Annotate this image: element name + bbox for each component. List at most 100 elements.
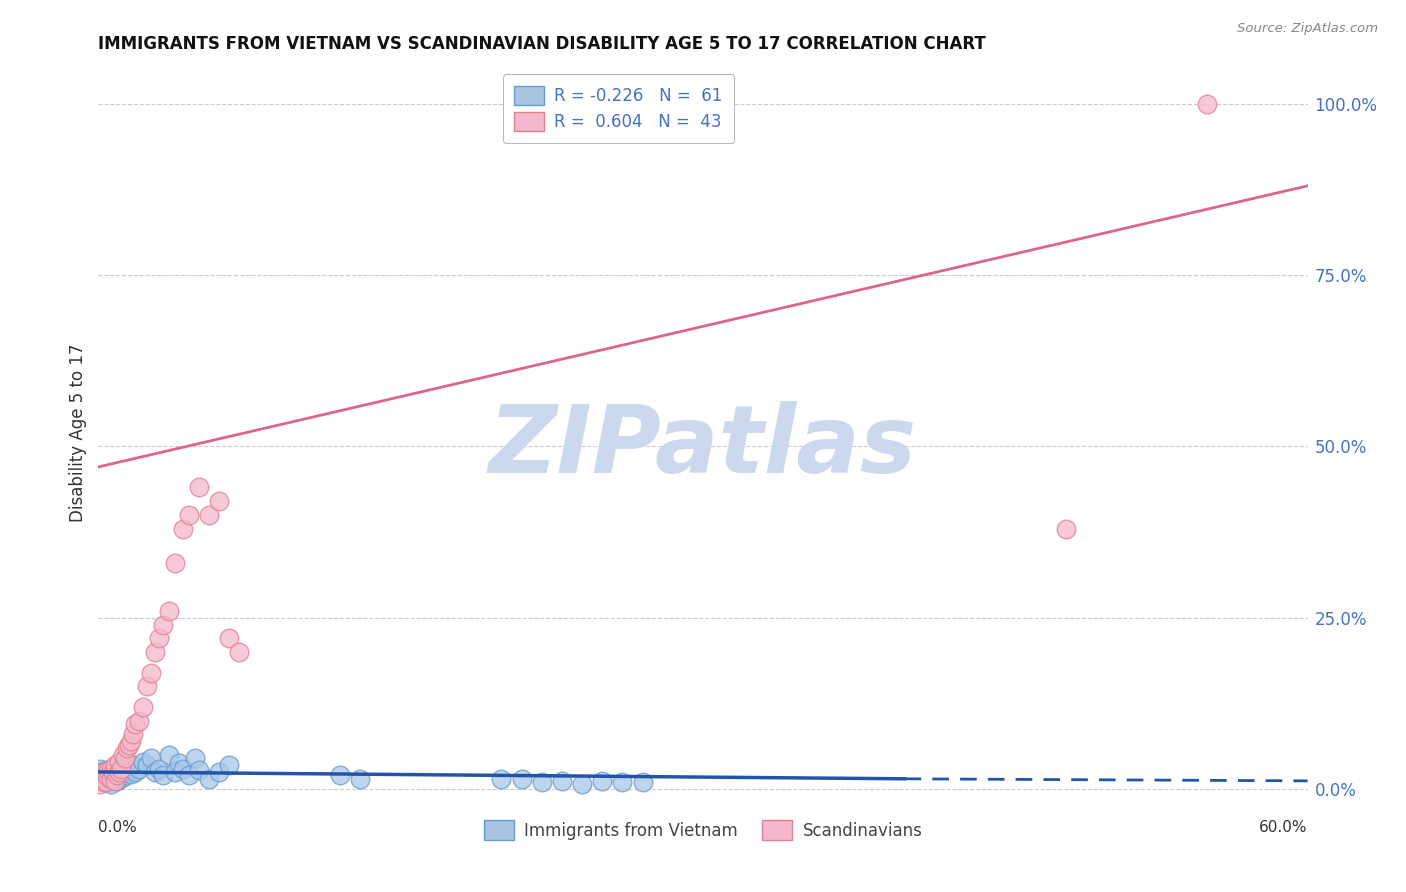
Point <box>118 763 141 777</box>
Point <box>121 758 143 772</box>
Point <box>89 762 111 776</box>
Point <box>111 747 134 762</box>
Point <box>96 767 118 781</box>
Point <box>114 751 136 765</box>
Text: 0.0%: 0.0% <box>98 820 138 835</box>
Point <box>89 776 111 790</box>
Point <box>128 762 150 776</box>
Point <box>105 773 128 788</box>
Point <box>97 763 120 777</box>
Point <box>97 770 120 784</box>
Point <box>139 751 162 765</box>
Point <box>157 747 180 762</box>
Point <box>110 762 132 776</box>
Point <box>179 768 201 782</box>
Point <box>103 770 125 784</box>
Point <box>124 764 146 779</box>
Text: IMMIGRANTS FROM VIETNAM VS SCANDINAVIAN DISABILITY AGE 5 TO 17 CORRELATION CHART: IMMIGRANTS FROM VIETNAM VS SCANDINAVIAN … <box>98 35 986 53</box>
Point <box>96 763 118 777</box>
Point <box>135 679 157 693</box>
Point <box>91 772 114 786</box>
Point <box>114 768 136 782</box>
Point <box>93 764 115 779</box>
Point <box>120 734 142 748</box>
Point <box>115 741 138 756</box>
Point <box>571 776 593 790</box>
Point <box>100 776 122 790</box>
Point <box>105 768 128 782</box>
Point <box>163 764 186 779</box>
Point <box>100 762 122 776</box>
Point <box>115 764 138 779</box>
Point <box>612 775 634 789</box>
Point <box>101 764 124 779</box>
Text: ZIPatlas: ZIPatlas <box>489 401 917 493</box>
Point <box>107 763 129 777</box>
Point <box>491 772 513 786</box>
Point <box>148 762 170 776</box>
Point <box>143 764 166 779</box>
Point <box>218 758 240 772</box>
Point <box>172 762 194 776</box>
Point <box>1054 522 1077 536</box>
Point <box>101 768 124 782</box>
Point <box>184 751 207 765</box>
Point <box>96 772 118 786</box>
Point <box>188 480 211 494</box>
Point <box>93 770 115 784</box>
Point <box>128 714 150 728</box>
Point <box>100 762 122 776</box>
Point <box>111 770 134 784</box>
Point <box>591 773 613 788</box>
Point <box>91 768 114 782</box>
Point <box>107 755 129 769</box>
Point <box>100 772 122 786</box>
Y-axis label: Disability Age 5 to 17: Disability Age 5 to 17 <box>69 343 87 522</box>
Point <box>121 727 143 741</box>
Point <box>93 772 115 786</box>
Point <box>105 768 128 782</box>
Point <box>101 764 124 779</box>
Point <box>148 632 170 646</box>
Point <box>167 756 190 770</box>
Point <box>111 762 134 776</box>
Legend: Immigrants from Vietnam, Scandinavians: Immigrants from Vietnam, Scandinavians <box>477 814 929 847</box>
Point <box>100 767 122 781</box>
Point <box>103 764 125 779</box>
Point <box>139 665 162 680</box>
Point <box>124 717 146 731</box>
Point <box>152 617 174 632</box>
Point <box>118 738 141 752</box>
Point <box>97 770 120 784</box>
Point <box>188 763 211 777</box>
Point <box>179 508 201 522</box>
Point <box>96 768 118 782</box>
Point <box>551 773 574 788</box>
Point <box>157 604 180 618</box>
Point <box>89 768 111 782</box>
Point <box>198 508 221 522</box>
Point <box>163 556 186 570</box>
Point <box>349 772 371 786</box>
Point <box>152 768 174 782</box>
Point <box>172 522 194 536</box>
Point <box>103 773 125 788</box>
Point <box>103 758 125 772</box>
Point <box>135 758 157 772</box>
Point <box>510 772 533 786</box>
Point <box>218 632 240 646</box>
Text: Source: ZipAtlas.com: Source: ZipAtlas.com <box>1237 22 1378 36</box>
Point <box>93 767 115 781</box>
Point <box>631 775 654 789</box>
Point <box>530 775 553 789</box>
Point <box>110 767 132 781</box>
Point <box>91 764 114 779</box>
Point <box>143 645 166 659</box>
Point <box>198 772 221 786</box>
Point <box>120 767 142 781</box>
Point <box>132 699 155 714</box>
Point <box>208 494 231 508</box>
Point <box>208 764 231 779</box>
Point <box>1195 96 1218 111</box>
Point <box>93 775 115 789</box>
